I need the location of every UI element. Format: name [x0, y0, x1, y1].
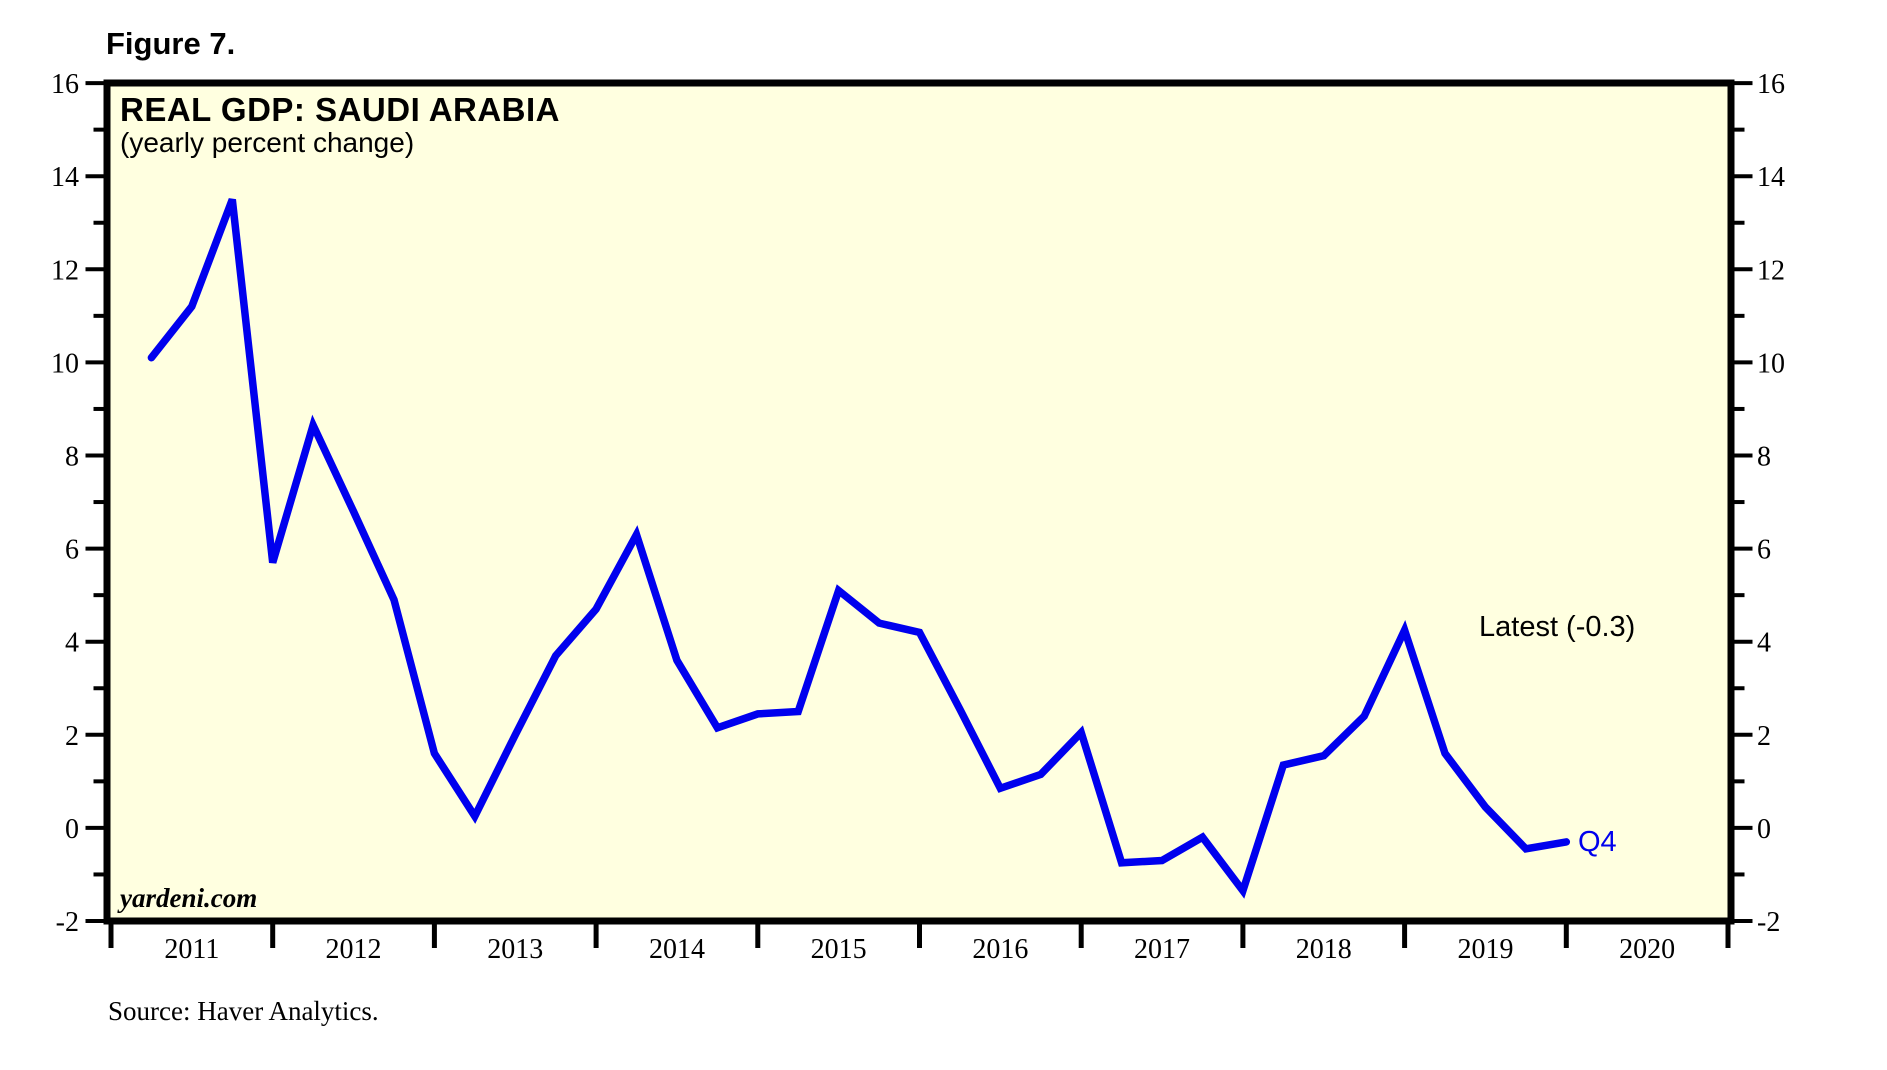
- y-tick-label-left: 2: [65, 721, 79, 752]
- gdp-series-line: [147, 198, 1571, 899]
- y-tick-label-left: 16: [51, 69, 79, 100]
- source-note: Source: Haver Analytics.: [108, 996, 379, 1026]
- latest-value-annotation: Latest (-0.3): [1479, 611, 1636, 643]
- y-tick-label-left: 4: [65, 628, 79, 659]
- y-tick-label-left: -2: [56, 907, 79, 938]
- x-axis-ticks: 2011 2012 2013 2014 2015 2016 2017 2018 2019 2020: [108, 924, 1731, 965]
- x-tick-label-year: 2020: [1619, 934, 1675, 965]
- y-tick-label-left: 8: [65, 442, 79, 473]
- y-tick-label-right: 10: [1757, 348, 1785, 379]
- y-tick-label-left: 10: [51, 348, 79, 379]
- y-tick-label-right: 14: [1757, 162, 1785, 193]
- x-tick-label-year: 2015: [811, 934, 867, 965]
- x-tick-label-year: 2011: [164, 934, 219, 965]
- y-tick-label-left: 6: [65, 535, 79, 566]
- y-tick-label-left: 0: [65, 814, 79, 845]
- y-tick-label-right: 4: [1757, 628, 1771, 659]
- y-tick-label-right: 8: [1757, 442, 1771, 473]
- x-tick-label-year: 2012: [326, 934, 382, 965]
- y-tick-label-left: 14: [51, 162, 79, 193]
- y-tick-label-right: 16: [1757, 69, 1785, 100]
- y-tick-label-right: 2: [1757, 721, 1771, 752]
- x-tick-label-year: 2016: [972, 934, 1028, 965]
- plot-frame: [103, 79, 1735, 925]
- y-axis-ticks: 16 16 14 14 12 12 10 10 8 8 6 6 4 4 2 2 0 0 -2 -2: [51, 69, 1785, 938]
- x-tick-label-year: 2019: [1457, 934, 1513, 965]
- y-tick-label-left: 12: [51, 255, 79, 286]
- x-tick-label-year: 2014: [649, 934, 705, 965]
- y-tick-label-right: 0: [1757, 814, 1771, 845]
- y-tick-label-right: -2: [1757, 907, 1780, 938]
- last-point-quarter-label: Q4: [1578, 826, 1617, 858]
- chart-subtitle: (yearly percent change): [120, 127, 415, 158]
- figure-label: Figure 7.: [106, 26, 236, 61]
- chart-title: REAL GDP: SAUDI ARABIA: [120, 91, 561, 128]
- x-tick-label-year: 2018: [1296, 934, 1352, 965]
- y-tick-label-right: 6: [1757, 535, 1771, 566]
- x-tick-label-year: 2013: [487, 934, 543, 965]
- watermark-yardeni: yardeni.com: [120, 883, 258, 913]
- x-tick-label-year: 2017: [1134, 934, 1190, 965]
- y-tick-label-right: 12: [1757, 255, 1785, 286]
